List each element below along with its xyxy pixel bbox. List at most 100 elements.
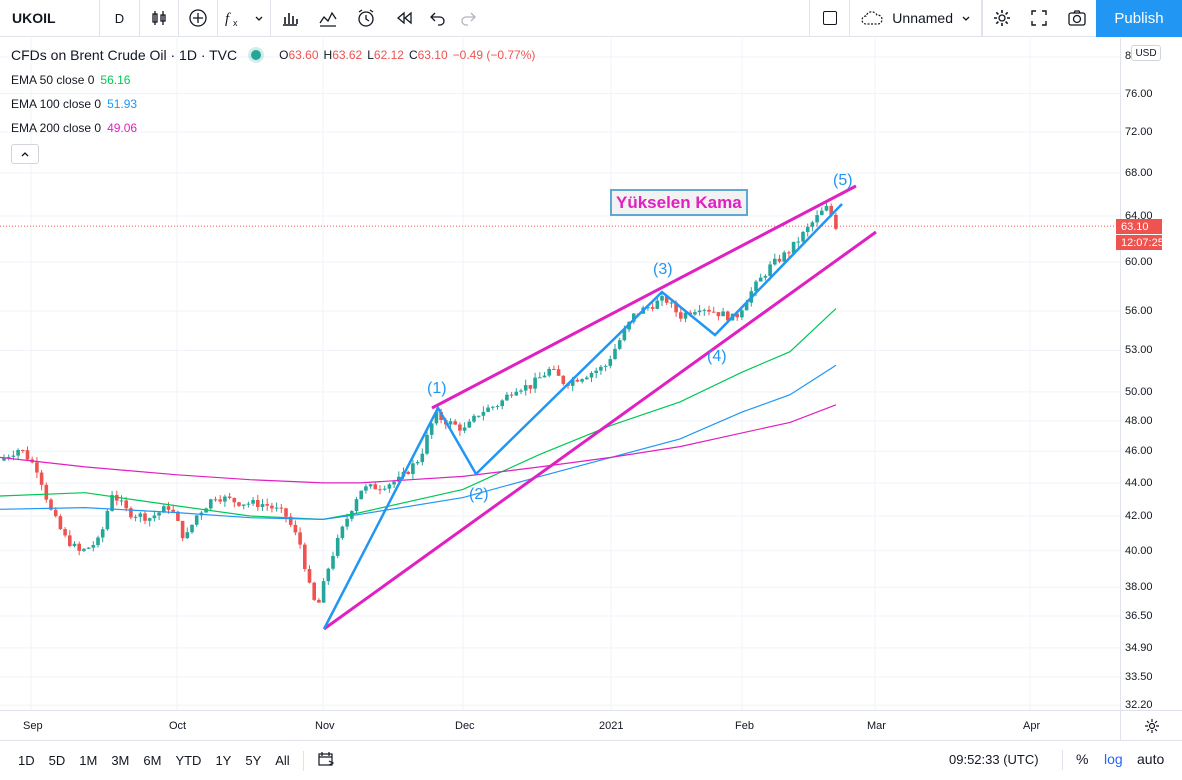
candle-body <box>256 499 260 508</box>
price-tick: 8 <box>1125 50 1132 62</box>
range-5d[interactable]: 5D <box>48 753 66 768</box>
candle-body <box>340 526 345 538</box>
symbol-search-button[interactable]: UKOIL <box>0 0 100 37</box>
candle-body <box>152 515 157 519</box>
candle-body <box>533 377 537 389</box>
candle-body <box>735 313 739 318</box>
candle-body <box>143 513 147 521</box>
utc-clock[interactable]: 09:52:33 (UTC) <box>949 752 1039 767</box>
replay-icon[interactable] <box>385 0 423 37</box>
candle-body <box>373 484 378 490</box>
layout-name: Unnamed <box>892 10 953 26</box>
wave-label-5[interactable]: (5) <box>833 172 853 189</box>
last-price-tag[interactable]: 63.10 <box>1116 219 1162 234</box>
candle-body <box>237 502 241 506</box>
candle-body <box>660 296 664 301</box>
range-6m[interactable]: 6M <box>143 753 162 768</box>
price-tick: 40.00 <box>1125 545 1153 557</box>
wave-label-3[interactable]: (3) <box>653 261 673 278</box>
price-chart[interactable] <box>0 38 1120 710</box>
candle-body <box>603 365 608 367</box>
chart-legend: CFDs on Brent Crude Oil · 1D · TVC O63.6… <box>11 46 535 164</box>
wave-label-4[interactable]: (4) <box>707 348 727 365</box>
chart-pane[interactable] <box>0 38 1120 710</box>
legend-collapse-button[interactable] <box>11 144 39 164</box>
indicator-ema200[interactable]: EMA 200 close 0 49.06 <box>11 121 138 135</box>
range-1y[interactable]: 1Y <box>215 753 232 768</box>
candle-body <box>321 581 326 603</box>
wedge-pattern-label[interactable]: Yükselen Kama <box>610 189 748 216</box>
candles-icon[interactable] <box>140 0 178 37</box>
bottom-toolbar: 1D 5D 1M 3M 6M YTD 1Y 5Y All <box>0 740 1182 780</box>
candle-body <box>801 231 805 242</box>
candle-body <box>622 329 627 341</box>
redo-icon[interactable] <box>453 0 483 37</box>
candle-body <box>486 407 490 412</box>
templates-icon[interactable] <box>309 0 347 37</box>
price-tick: 42.00 <box>1125 510 1153 522</box>
candle-body <box>82 548 86 551</box>
candle-body <box>411 463 415 475</box>
svg-text:x: x <box>233 18 238 28</box>
price-tick: 38.00 <box>1125 581 1153 593</box>
candle-body <box>448 421 453 425</box>
candle-body <box>166 506 171 510</box>
candle-body <box>354 499 359 512</box>
camera-icon[interactable] <box>1058 0 1096 37</box>
candle-body <box>472 415 476 422</box>
range-all[interactable]: All <box>275 753 290 768</box>
wave-label-1[interactable]: (1) <box>427 380 447 397</box>
candle-body <box>815 215 819 223</box>
interval-button[interactable]: D <box>100 0 140 37</box>
candle-body <box>758 277 763 282</box>
series-title[interactable]: CFDs on Brent Crude Oil · 1D · TVC <box>11 47 238 63</box>
layout-select-icon[interactable] <box>809 0 849 37</box>
chart-settings-button[interactable] <box>1120 710 1182 740</box>
undo-icon[interactable] <box>423 0 453 37</box>
candle-body <box>138 513 143 517</box>
candle-body <box>556 369 561 376</box>
candle-body <box>133 516 138 518</box>
indicator-ema50[interactable]: EMA 50 close 0 56.16 <box>11 73 131 87</box>
price-axis[interactable] <box>1120 38 1182 710</box>
price-tick: 33.50 <box>1125 671 1153 683</box>
range-1m[interactable]: 1M <box>79 753 98 768</box>
chevron-down-icon[interactable] <box>248 0 270 37</box>
layout-name-button[interactable]: Unnamed <box>849 0 982 37</box>
auto-scale-toggle[interactable]: auto <box>1137 751 1165 767</box>
ohlc-values: O63.60 H63.62 L62.12 C63.10 −0.49 (−0.77… <box>279 48 536 62</box>
settings-gear-icon[interactable] <box>982 0 1020 37</box>
log-scale-toggle[interactable]: log <box>1104 751 1123 767</box>
price-tick: 53.00 <box>1125 344 1153 356</box>
candle-body <box>491 406 495 408</box>
candle-body <box>49 499 53 510</box>
range-3m[interactable]: 3M <box>111 753 130 768</box>
high-value: 63.62 <box>332 48 363 62</box>
range-1d[interactable]: 1D <box>18 753 35 768</box>
candle-body <box>387 484 392 489</box>
time-axis[interactable] <box>0 710 1120 740</box>
candle-body <box>613 348 617 360</box>
range-5y[interactable]: 5Y <box>245 753 262 768</box>
candle-body <box>768 264 772 276</box>
date-range-calendar-icon[interactable] <box>310 751 342 770</box>
publish-button[interactable]: Publish <box>1096 0 1182 37</box>
percent-scale-toggle[interactable]: % <box>1076 751 1089 767</box>
fullscreen-icon[interactable] <box>1020 0 1058 37</box>
wave-label-2[interactable]: (2) <box>469 486 489 503</box>
time-label: Feb <box>735 720 754 732</box>
compare-add-icon[interactable] <box>179 0 217 37</box>
currency-badge[interactable]: USD <box>1131 45 1161 61</box>
range-ytd[interactable]: YTD <box>175 753 202 768</box>
candle-body <box>547 368 551 376</box>
market-status-icon[interactable] <box>251 50 262 60</box>
candle-body <box>575 379 580 382</box>
price-tick: 48.00 <box>1125 415 1153 427</box>
candle-body <box>270 505 274 509</box>
indicator-ema100[interactable]: EMA 100 close 0 51.93 <box>11 97 138 111</box>
candle-body <box>11 455 16 457</box>
time-label: Nov <box>315 720 335 732</box>
alert-clock-icon[interactable] <box>347 0 385 37</box>
financials-icon[interactable] <box>271 0 309 37</box>
